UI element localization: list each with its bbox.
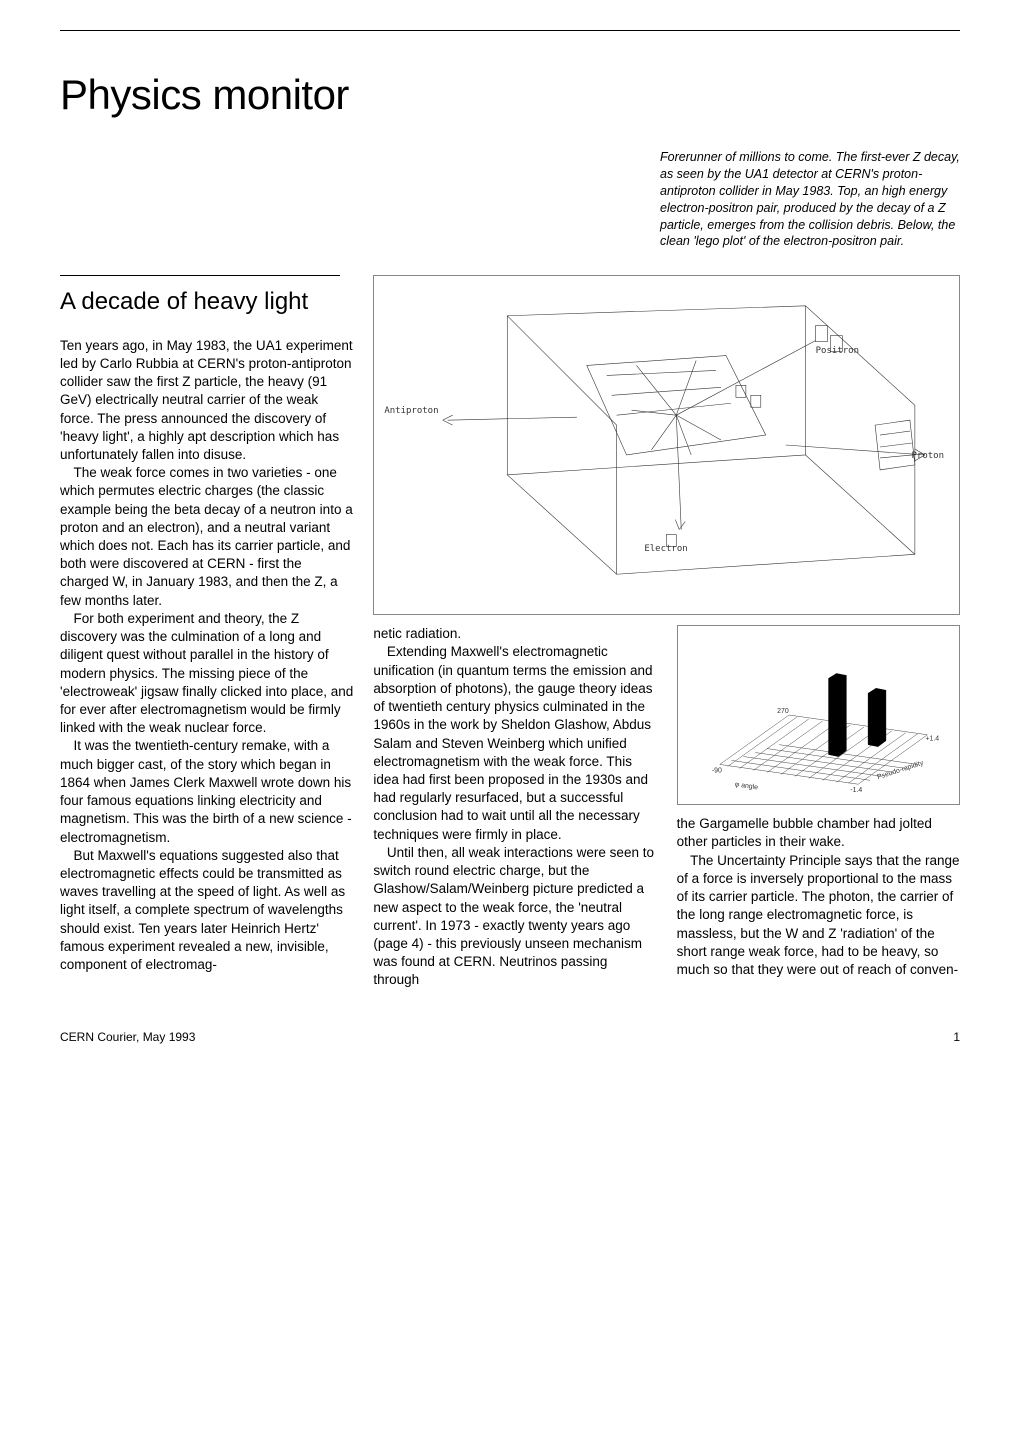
body-paragraph: the Gargamelle bubble chamber had jolted… <box>677 815 960 851</box>
column-1: A decade of heavy light Ten years ago, i… <box>60 275 353 989</box>
footer-page-number: 1 <box>953 1030 960 1044</box>
svg-text:φ angle: φ angle <box>734 781 758 791</box>
body-paragraph: For both experiment and theory, the Z di… <box>60 610 353 738</box>
detector-event-figure: Antiproton Positron Electron Proton <box>373 275 960 615</box>
body-paragraph: Ten years ago, in May 1983, the UA1 expe… <box>60 337 353 465</box>
label-antiproton: Antiproton <box>384 406 438 416</box>
body-paragraph: The weak force comes in two varieties - … <box>60 464 353 610</box>
column-2: netic radiation. Extending Maxwell's ele… <box>373 625 656 989</box>
label-electron: Electron <box>644 544 687 554</box>
right-column-stack: Antiproton Positron Electron Proton <box>373 275 960 989</box>
detector-wireframe-svg <box>374 276 959 614</box>
page-footer: CERN Courier, May 1993 1 <box>60 1030 960 1044</box>
right-sub-columns: netic radiation. Extending Maxwell's ele… <box>373 625 960 989</box>
body-paragraph: Until then, all weak interactions were s… <box>373 844 656 990</box>
lego-plot-figure: φ angle Pseudo-rapidity -90 270 -1.4 +1.… <box>677 625 960 805</box>
body-paragraph: The Uncertainty Principle says that the … <box>677 852 960 980</box>
svg-text:270: 270 <box>777 708 789 715</box>
top-horizontal-rule <box>60 30 960 31</box>
footer-source: CERN Courier, May 1993 <box>60 1030 195 1044</box>
figure-caption: Forerunner of millions to come. The firs… <box>660 149 960 250</box>
label-proton: Proton <box>911 451 944 461</box>
column-3-text: the Gargamelle bubble chamber had jolted… <box>677 815 960 989</box>
main-columns: A decade of heavy light Ten years ago, i… <box>60 275 960 989</box>
lego-plot-svg: φ angle Pseudo-rapidity -90 270 -1.4 +1.… <box>678 626 959 804</box>
section-rule <box>60 275 340 276</box>
column-3: φ angle Pseudo-rapidity -90 270 -1.4 +1.… <box>677 625 960 989</box>
svg-text:-1.4: -1.4 <box>850 787 862 794</box>
body-paragraph: But Maxwell's equations suggested also t… <box>60 847 353 975</box>
section-title: A decade of heavy light <box>60 286 353 318</box>
body-paragraph: netic radiation. <box>373 625 656 643</box>
svg-text:Pseudo-rapidity: Pseudo-rapidity <box>876 760 924 782</box>
svg-text:+1.4: +1.4 <box>925 736 939 743</box>
body-paragraph: It was the twentieth-century remake, wit… <box>60 737 353 846</box>
page-title: Physics monitor <box>60 71 960 119</box>
svg-text:-90: -90 <box>712 768 722 775</box>
body-paragraph: Extending Maxwell's electromagnetic unif… <box>373 643 656 843</box>
label-positron: Positron <box>816 346 859 356</box>
